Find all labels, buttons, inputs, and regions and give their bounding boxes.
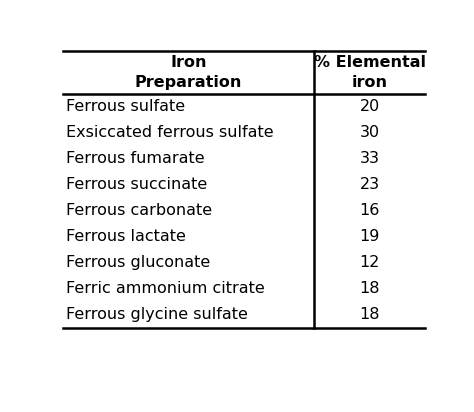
Text: % Elemental
iron: % Elemental iron (314, 55, 426, 90)
Text: Ferrous gluconate: Ferrous gluconate (66, 255, 210, 270)
Text: Ferrous lactate: Ferrous lactate (66, 229, 186, 244)
Text: Ferrous carbonate: Ferrous carbonate (66, 204, 212, 218)
Text: 20: 20 (359, 99, 380, 115)
Text: 12: 12 (359, 255, 380, 270)
Text: 18: 18 (359, 307, 380, 323)
Text: 30: 30 (359, 125, 380, 140)
Text: 23: 23 (359, 178, 380, 192)
Text: Iron
Preparation: Iron Preparation (135, 55, 242, 90)
Text: Exsiccated ferrous sulfate: Exsiccated ferrous sulfate (66, 125, 273, 140)
Text: Ferrous sulfate: Ferrous sulfate (66, 99, 185, 115)
Text: Ferrous fumarate: Ferrous fumarate (66, 151, 204, 166)
Text: Ferrous succinate: Ferrous succinate (66, 178, 207, 192)
Text: 16: 16 (359, 204, 380, 218)
Text: Ferrous glycine sulfate: Ferrous glycine sulfate (66, 307, 248, 323)
Text: 19: 19 (359, 229, 380, 244)
Text: Ferric ammonium citrate: Ferric ammonium citrate (66, 281, 264, 297)
Text: 33: 33 (360, 151, 380, 166)
Text: 18: 18 (359, 281, 380, 297)
